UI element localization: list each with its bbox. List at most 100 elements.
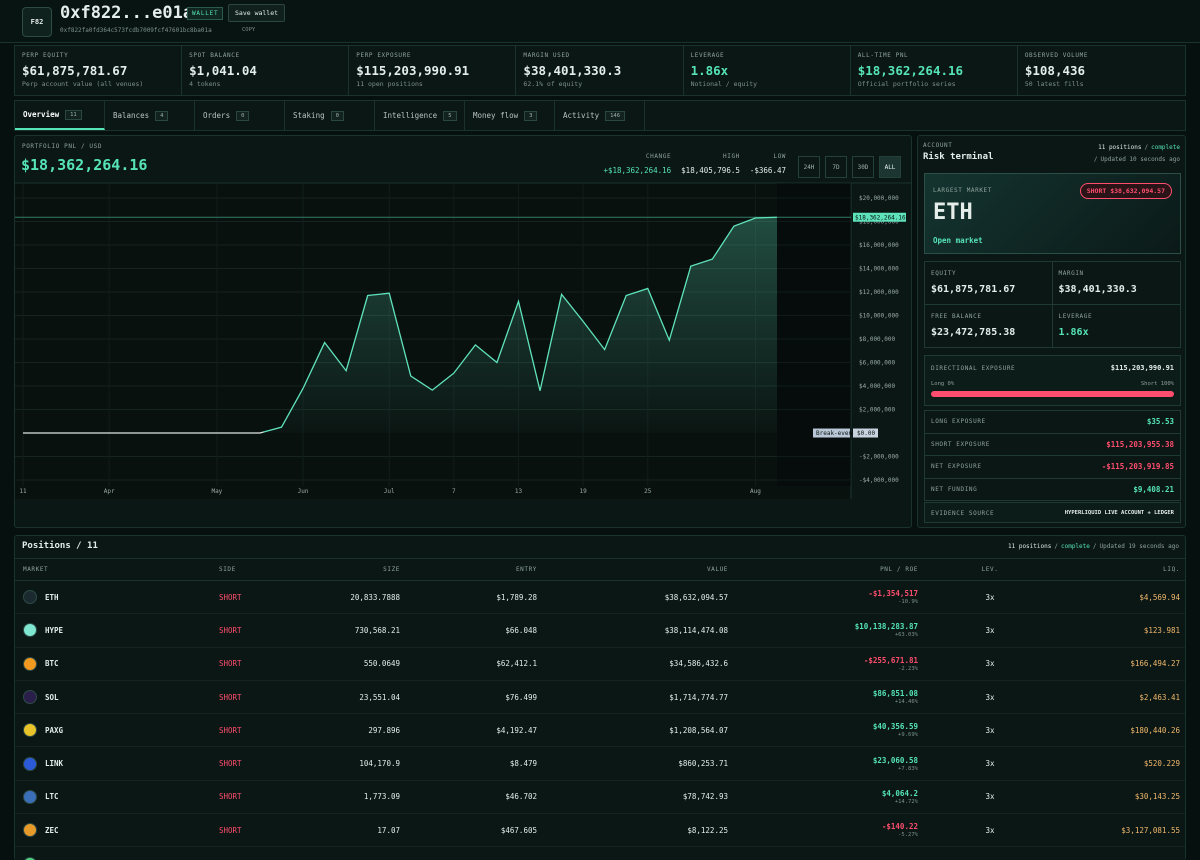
stats-bar: PERP EQUITY $61,875,781.67 Perp account va… (14, 45, 1186, 96)
summary-item: LOW -$366.47 (750, 153, 786, 175)
tab[interactable]: Orders 0 (195, 101, 285, 130)
tab[interactable]: Intelligence 5 (375, 101, 465, 130)
range-button[interactable]: 30D (852, 156, 874, 178)
leverage: 3x (985, 692, 995, 702)
tab[interactable]: Activity 146 (555, 101, 645, 130)
stat-label: SPOT BALANCE (189, 52, 240, 59)
stat-value: $18,362,264.16 (857, 63, 964, 78)
position-row[interactable]: HYPE SHORT 730,568.21 $66.048 $38,114,474.08… (15, 614, 1185, 648)
column-header: SIDE (219, 566, 236, 573)
leverage: 3x (985, 792, 995, 802)
size: 730,568.21 (354, 625, 400, 635)
tab-label: Money flow (473, 111, 519, 120)
position-row[interactable]: SOL SHORT 23,551.04 $76.499 $1,714,774.77 $86… (15, 681, 1185, 715)
position-row[interactable]: LTC SHORT 1,773.09 $46.702 $78,742.93 $4,064.… (15, 781, 1185, 815)
pnl-cell: -$140.22 -5.27% (728, 822, 918, 838)
roe: +9.69% (898, 732, 918, 739)
x-tick-label: 25 (644, 488, 652, 495)
separator: / (1092, 543, 1097, 550)
save-wallet-button[interactable]: Save wallet (228, 4, 286, 22)
liquidation: $123.981 (1143, 625, 1180, 635)
summary-item: CHANGE +$18,362,264.16 (603, 153, 671, 175)
y-tick-label: $4,000,000 (859, 383, 896, 390)
size: 23,551.04 (359, 692, 400, 702)
tab[interactable]: Money flow 3 (465, 101, 555, 130)
stat-value: $108,436 (1024, 63, 1086, 78)
range-button[interactable]: 7D (825, 156, 847, 178)
stat-value: 1.86x (690, 63, 729, 78)
stat-value: $38,401,330.3 (523, 63, 622, 78)
range-button[interactable]: 24H (798, 156, 820, 178)
exposure-label: NET FUNDING (931, 485, 978, 493)
stat-sub: Official portfolio series (857, 80, 956, 88)
size: 550.0649 (363, 659, 400, 669)
side: SHORT (219, 692, 242, 702)
short-share: Short 100% (1140, 381, 1174, 387)
risk-updated-row: / Updated 10 seconds ago (1094, 156, 1180, 163)
stat-label: OBSERVED VOLUME (1024, 52, 1089, 59)
break-even-value: $0.00 (857, 430, 875, 437)
largest-label: LARGEST MARKET (933, 187, 992, 194)
exposure-row: LONG EXPOSURE $35.53 (925, 411, 1180, 433)
stat-card: OBSERVED VOLUME $108,436 50 latest fills (1018, 46, 1185, 95)
pnl-cell: $86,851.08 +14.46% (728, 689, 918, 705)
risk-cell: MARGIN $38,401,330.3 (1052, 262, 1180, 305)
tab[interactable]: Balances 4 (105, 101, 195, 130)
separator: / (1054, 543, 1058, 550)
risk-label: ACCOUNT (923, 142, 953, 149)
risk-cell: FREE BALANCE $23,472,785.38 (925, 305, 1053, 347)
roe: +63.03% (894, 632, 918, 639)
tab-count: 146 (605, 110, 626, 121)
tab[interactable]: Staking 0 (285, 101, 375, 130)
break-even-label: Break-even (816, 430, 853, 437)
position-row[interactable]: ZEC SHORT 17.07 $467.605 $8,122.25 -$140.22 -5… (15, 814, 1185, 848)
market-icon (23, 590, 37, 605)
side: SHORT (219, 825, 242, 835)
leverage: 3x (985, 659, 995, 669)
pnl-cell: $10,138,283.87 +63.03% (728, 622, 918, 638)
directional-value: $115,203,990.91 (1110, 364, 1174, 372)
entry: $4,192.47 (496, 725, 537, 735)
tab-bar: Overview 11 Balances 4 Orders 0 Staking 0 Intell… (14, 100, 1186, 131)
full-address: 0xf822fa0fd364c573fcdb7009fcf47601bc8ba0… (60, 27, 212, 34)
leverage: 3x (985, 759, 995, 769)
market-cell: BTC (23, 656, 219, 671)
y-tick-label: $12,000,000 (859, 289, 899, 296)
directional-label: DIRECTIONAL EXPOSURE (931, 365, 1016, 372)
evidence-value: HYPERLIQUID LIVE ACCOUNT + LEDGER (1064, 510, 1174, 516)
position-row[interactable]: BTC SHORT 550.0649 $62,412.1 $34,586,432.6 -$… (15, 648, 1185, 681)
column-header: LIQ. (1163, 566, 1180, 573)
column-header: VALUE (706, 566, 728, 573)
range-button[interactable]: ALL (879, 156, 901, 178)
stat-card: PERP EXPOSURE $115,203,990.91 11 open posi… (349, 46, 517, 95)
exposure-value: -$115,203,919.85 (1101, 462, 1174, 472)
y-tick-label: $18,000,000 (859, 219, 899, 226)
open-market-link[interactable]: Open market (933, 236, 983, 245)
position-row[interactable]: PAXG SHORT 297.896 $4,192.47 $1,208,564.07 $4… (15, 714, 1185, 748)
leverage: 3x (985, 725, 995, 735)
entry: $66.048 (505, 625, 537, 635)
liquidation: $2,463.41 (1139, 692, 1180, 702)
x-tick-label: Aug (750, 488, 761, 495)
summary-value: +$18,362,264.16 (603, 166, 672, 175)
market-icon (23, 690, 37, 705)
copy-button[interactable]: COPY (242, 27, 256, 33)
tab-label: Activity (563, 111, 600, 120)
market-icon (23, 756, 37, 771)
pnl: $4,064.2 (881, 788, 918, 798)
tab[interactable]: Overview 11 (15, 101, 105, 130)
stat-sub: Notional / equity (690, 80, 758, 88)
y-tick-label: -$4,000,000 (859, 477, 899, 484)
exposure-row: NET EXPOSURE -$115,203,919.85 (925, 455, 1180, 478)
risk-title: Risk terminal (923, 152, 994, 162)
largest-market: ETH (933, 200, 973, 225)
value: $1,208,564.07 (669, 725, 728, 735)
position-row[interactable]: PUMPSHORT237,394$0.002069$496.39-$5.123x… (15, 847, 1185, 860)
wallet-badge: WALLET (187, 7, 224, 20)
summary-label: HIGH (723, 153, 740, 160)
stat-card: SPOT BALANCE $1,041.04 4 tokens (182, 46, 350, 95)
position-row[interactable]: LINK SHORT 104,170.9 $8.479 $860,253.71 $23,0… (15, 747, 1185, 781)
position-row[interactable]: ETH SHORT 20,833.7888 $1,789.28 $38,632,094.… (15, 581, 1185, 615)
stat-label: PERP EXPOSURE (356, 52, 412, 59)
